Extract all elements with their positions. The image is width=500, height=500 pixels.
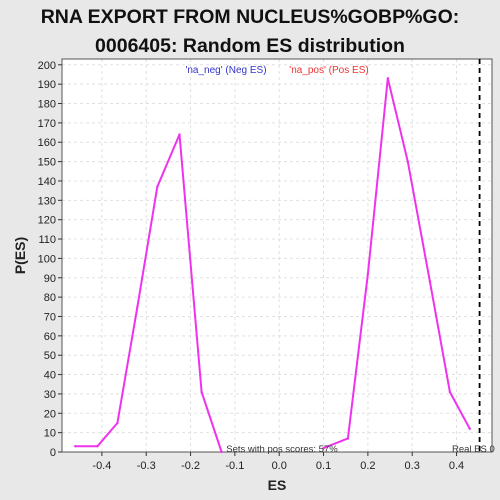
series-2-point bbox=[428, 280, 432, 283]
y-tick-label: 80 bbox=[44, 292, 56, 304]
y-tick-label: 190 bbox=[38, 79, 56, 91]
y-tick-label: 200 bbox=[38, 60, 56, 72]
x-axis-label: ES bbox=[268, 477, 287, 493]
chart-title: RNA EXPORT FROM NUCLEUS%GOBP%GO: 0006405… bbox=[0, 3, 500, 61]
series-2-point bbox=[322, 446, 325, 450]
y-axis-label: P(ES) bbox=[12, 237, 28, 274]
y-tick-label: 150 bbox=[38, 157, 56, 169]
series-1-point bbox=[156, 185, 159, 188]
x-tick-label: 0.4 bbox=[449, 460, 464, 472]
x-tick-label: -0.1 bbox=[225, 460, 244, 472]
series-1-point bbox=[200, 390, 203, 394]
x-tick-label: 0.1 bbox=[316, 460, 331, 472]
y-tick-label: 160 bbox=[38, 137, 56, 149]
series-1-point bbox=[136, 305, 139, 309]
y-tick-label: 120 bbox=[38, 215, 56, 227]
x-tick-label: 0.0 bbox=[272, 460, 287, 472]
x-tick-label: 0.2 bbox=[360, 460, 375, 472]
series-2-point bbox=[448, 390, 452, 394]
legend-entry-pos: 'na_pos' (Pos ES) bbox=[289, 65, 368, 76]
y-tick-label: 40 bbox=[44, 370, 56, 382]
series-2-point bbox=[386, 77, 390, 80]
series-2-point bbox=[406, 160, 409, 163]
series-1-point bbox=[220, 450, 223, 454]
real-es-label: Real ES 0 bbox=[452, 444, 495, 455]
pos-scores-annotation: Sets with pos scores: 57% bbox=[226, 444, 338, 455]
series-1-point bbox=[96, 444, 99, 448]
series-2-point bbox=[468, 427, 472, 430]
y-tick-label: 100 bbox=[38, 253, 56, 265]
y-tick-label: 0 bbox=[50, 447, 56, 459]
series-1-point bbox=[178, 133, 181, 136]
x-tick-label: -0.4 bbox=[92, 460, 111, 472]
plot-frame bbox=[61, 58, 493, 453]
series-line-1 bbox=[75, 133, 223, 453]
chart-title-line-1: RNA EXPORT FROM NUCLEUS%GOBP%GO: bbox=[40, 6, 460, 28]
y-tick-label: 60 bbox=[44, 331, 56, 343]
series-2-point bbox=[366, 272, 370, 276]
y-tick-label: 170 bbox=[38, 118, 56, 130]
series-1-point bbox=[116, 421, 119, 425]
x-tick-label: -0.2 bbox=[181, 460, 200, 472]
y-tick-label: 90 bbox=[44, 273, 56, 285]
series-line-2 bbox=[323, 77, 471, 450]
y-tick-label: 140 bbox=[38, 176, 56, 188]
plot-area bbox=[62, 59, 492, 452]
legend-entry-neg: 'na_neg' (Neg ES) bbox=[185, 65, 266, 76]
x-tick-label: -0.3 bbox=[137, 460, 156, 472]
series-2-point bbox=[346, 437, 350, 440]
y-tick-label: 70 bbox=[44, 311, 56, 323]
series-1-point bbox=[74, 444, 77, 448]
y-tick-label: 130 bbox=[38, 195, 56, 207]
y-tick-label: 110 bbox=[38, 234, 56, 246]
y-tick-label: 50 bbox=[44, 350, 56, 362]
x-tick-label: 0.3 bbox=[405, 460, 420, 472]
y-tick-label: 20 bbox=[44, 408, 56, 420]
y-tick-label: 10 bbox=[44, 428, 56, 440]
chart-title-line-2: 0006405: Random ES distribution bbox=[95, 35, 405, 57]
y-tick-label: 30 bbox=[44, 389, 56, 401]
y-tick-label: 180 bbox=[38, 99, 56, 111]
